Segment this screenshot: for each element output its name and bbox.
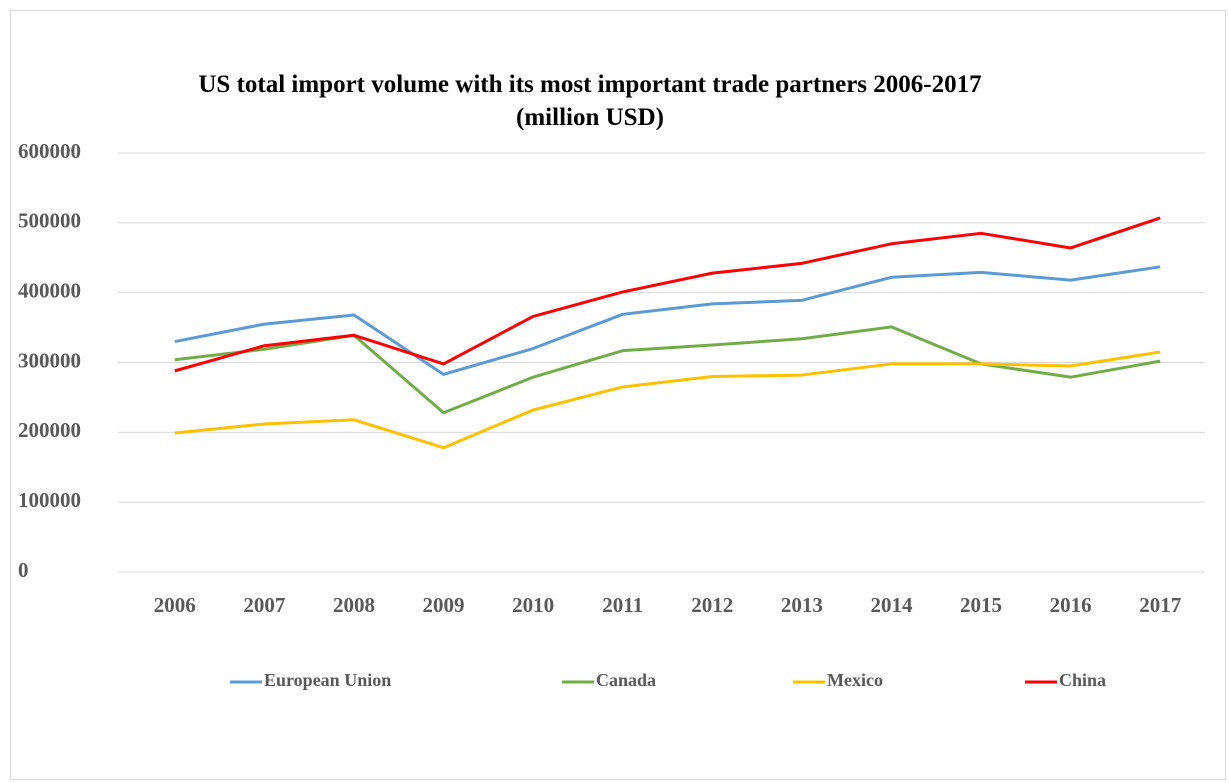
legend-label: China — [1059, 670, 1106, 690]
legend-label: European Union — [264, 670, 391, 690]
x-tick-label: 2006 — [154, 593, 196, 617]
series-line — [174, 265, 1161, 376]
y-tick-label: 200000 — [18, 418, 81, 442]
chart-title: US total import volume with its most imp… — [198, 71, 982, 131]
y-tick-label: 600000 — [18, 139, 81, 163]
x-tick-label: 2014 — [870, 593, 913, 617]
x-tick-label: 2012 — [691, 593, 733, 617]
x-tick-label: 2016 — [1050, 593, 1092, 617]
x-tick-label: 2015 — [960, 593, 1002, 617]
x-tick-label: 2009 — [423, 593, 465, 617]
x-tick-label: 2017 — [1139, 593, 1181, 617]
y-tick-label: 300000 — [18, 348, 81, 372]
legend-label: Mexico — [827, 670, 883, 690]
x-tick-label: 2010 — [512, 593, 554, 617]
y-tick-label: 0 — [18, 558, 29, 582]
series-line — [174, 350, 1161, 450]
series-line — [174, 216, 1161, 373]
y-tick-label: 500000 — [18, 209, 81, 233]
x-tick-label: 2008 — [333, 593, 375, 617]
legend-label: Canada — [596, 670, 656, 690]
y-tick-label: 400000 — [18, 278, 81, 302]
chart-frame — [10, 10, 1226, 780]
x-tick-label: 2013 — [781, 593, 823, 617]
x-tick-label: 2011 — [602, 593, 643, 617]
x-tick-label: 2007 — [243, 593, 285, 617]
y-tick-label: 100000 — [18, 488, 81, 512]
